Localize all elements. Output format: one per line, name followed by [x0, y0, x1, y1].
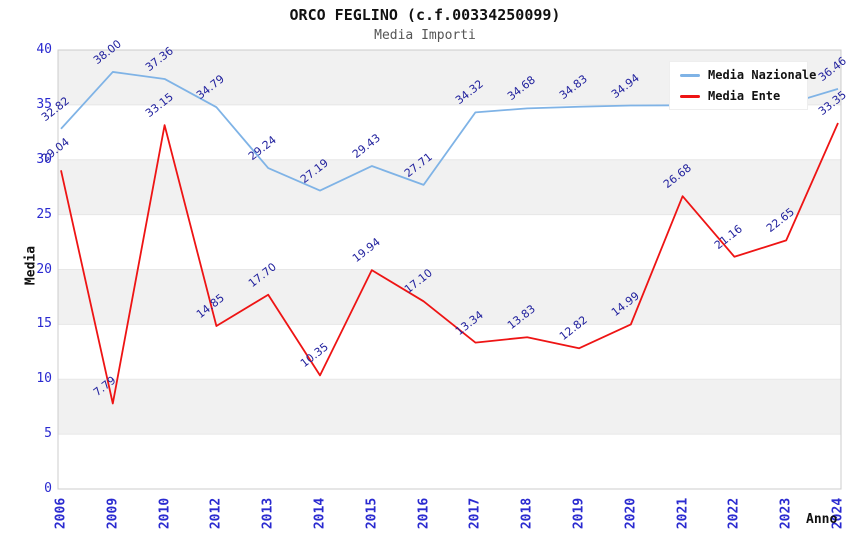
- plot-border: [57, 49, 842, 490]
- legend: Media Nazionale Media Ente: [669, 61, 816, 110]
- plot-band: [58, 379, 841, 435]
- y-axis-tick-label: 35: [36, 96, 52, 112]
- y-axis-tick-label: 20: [36, 261, 52, 277]
- media-nazionale-line-swatch-icon: [680, 73, 700, 77]
- x-axis-tick-label: 2014: [312, 497, 328, 530]
- y-axis-tick-label: 30: [36, 151, 52, 167]
- x-axis-tick-label: 2016: [416, 497, 432, 530]
- x-axis-tick-label: 2013: [260, 497, 276, 530]
- y-axis-tick-label: 15: [36, 316, 52, 332]
- y-axis-tick-label: 5: [44, 426, 52, 442]
- y-axis-tick-label: 25: [36, 206, 52, 222]
- legend-item-media-ente: Media Ente: [680, 89, 807, 103]
- chart-title: ORCO FEGLINO (c.f.00334250099): [289, 6, 561, 24]
- x-axis-tick-label: 2018: [519, 497, 535, 530]
- x-axis-title: Anno: [806, 512, 838, 527]
- series-line-media-ente: [60, 122, 839, 405]
- x-axis-tick-label: 2012: [208, 497, 224, 530]
- media-ente-line-swatch-icon: [680, 94, 700, 98]
- y-axis-tick-label: 40: [36, 42, 52, 57]
- legend-label: Media Ente: [708, 89, 781, 103]
- x-axis-tick-label: 2006: [53, 497, 69, 530]
- plot-band: [58, 159, 841, 215]
- y-axis-tick-label: 0: [44, 481, 52, 496]
- plot-band: [58, 269, 841, 325]
- y-axis-title: Media: [23, 245, 39, 286]
- x-axis-tick-label: 2022: [726, 497, 742, 530]
- x-axis-tick-label: 2017: [467, 497, 483, 530]
- x-axis-tick-label: 2019: [571, 497, 587, 530]
- x-axis-tick-label: 2023: [778, 497, 794, 530]
- x-axis-tick-label: 2015: [364, 497, 380, 530]
- legend-label: Media Nazionale: [708, 68, 817, 82]
- x-axis-tick-label: 2010: [157, 497, 173, 530]
- chart-subtitle: Media Importi: [374, 28, 476, 43]
- x-axis-tick-label: 2021: [675, 497, 691, 530]
- legend-item-media-nazionale: Media Nazionale: [680, 68, 816, 82]
- x-axis-tick-label: 2009: [105, 497, 121, 530]
- y-axis-tick-label: 10: [36, 371, 52, 387]
- x-axis-tick-label: 2020: [623, 497, 639, 530]
